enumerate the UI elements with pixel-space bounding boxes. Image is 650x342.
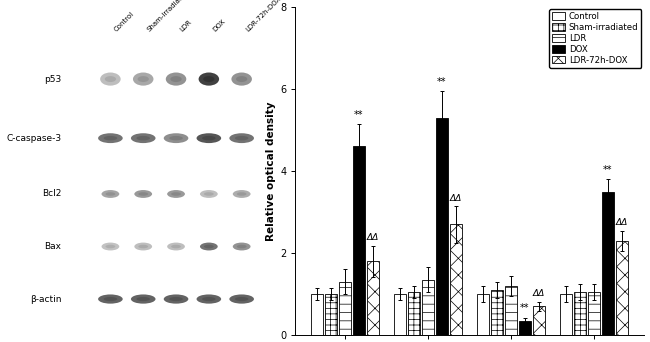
Ellipse shape (164, 133, 188, 143)
Bar (436, 118, 448, 335)
Ellipse shape (101, 242, 120, 250)
Ellipse shape (101, 190, 120, 198)
Ellipse shape (199, 73, 219, 86)
Text: ΔΔ: ΔΔ (367, 233, 379, 242)
Ellipse shape (235, 297, 248, 301)
Bar (505, 286, 517, 335)
Ellipse shape (138, 76, 149, 82)
Ellipse shape (204, 192, 214, 196)
Ellipse shape (164, 294, 188, 304)
Ellipse shape (98, 133, 123, 143)
Bar (616, 241, 628, 335)
Text: ΔΔ: ΔΔ (532, 289, 545, 298)
Bar (532, 306, 545, 335)
Text: **: ** (437, 77, 447, 87)
Ellipse shape (135, 242, 152, 250)
Legend: Control, Sham-irradiated, LDR, DOX, LDR-72h-DOX: Control, Sham-irradiated, LDR, DOX, LDR-… (549, 9, 642, 68)
Ellipse shape (231, 73, 252, 86)
Ellipse shape (237, 245, 246, 248)
Ellipse shape (105, 192, 115, 196)
Ellipse shape (138, 245, 148, 248)
Ellipse shape (167, 242, 185, 250)
Bar (422, 280, 434, 335)
Text: C-caspase-3: C-caspase-3 (6, 134, 61, 143)
Ellipse shape (200, 242, 218, 250)
Ellipse shape (138, 192, 148, 196)
Bar (491, 290, 503, 335)
Ellipse shape (169, 297, 183, 301)
Text: ΔΔ: ΔΔ (616, 218, 628, 227)
Bar (367, 261, 379, 335)
Bar (588, 292, 600, 335)
Ellipse shape (103, 297, 117, 301)
Ellipse shape (131, 133, 155, 143)
Bar (395, 294, 406, 335)
Ellipse shape (171, 192, 181, 196)
Text: **: ** (603, 165, 612, 175)
Ellipse shape (98, 294, 123, 304)
Ellipse shape (200, 190, 218, 198)
Text: Bax: Bax (44, 242, 61, 251)
Ellipse shape (233, 242, 250, 250)
Ellipse shape (105, 245, 115, 248)
Text: p53: p53 (44, 75, 61, 83)
Ellipse shape (196, 133, 221, 143)
Bar (408, 292, 421, 335)
Ellipse shape (202, 136, 216, 140)
Text: Control: Control (113, 11, 135, 33)
Text: LDR-72h-DOX: LDR-72h-DOX (244, 0, 282, 33)
Ellipse shape (203, 76, 214, 82)
Text: Bcl2: Bcl2 (42, 189, 61, 198)
Text: LDR: LDR (179, 19, 193, 33)
Ellipse shape (171, 245, 181, 248)
Ellipse shape (235, 136, 248, 140)
Ellipse shape (204, 245, 214, 248)
Ellipse shape (131, 294, 155, 304)
Bar (311, 294, 324, 335)
Text: ΔΔ: ΔΔ (450, 194, 461, 202)
Bar (560, 294, 573, 335)
Bar (353, 146, 365, 335)
Bar (450, 224, 461, 335)
Text: DOX: DOX (212, 18, 226, 33)
Text: Sham-irradiated: Sham-irradiated (146, 0, 190, 33)
Ellipse shape (229, 294, 254, 304)
Ellipse shape (169, 136, 183, 140)
Ellipse shape (167, 190, 185, 198)
Ellipse shape (166, 73, 187, 86)
Text: β-actin: β-actin (30, 294, 61, 304)
Ellipse shape (136, 297, 150, 301)
Ellipse shape (100, 73, 121, 86)
Ellipse shape (237, 192, 246, 196)
Ellipse shape (196, 294, 221, 304)
Bar (477, 294, 489, 335)
Ellipse shape (202, 297, 216, 301)
Bar (325, 294, 337, 335)
Ellipse shape (170, 76, 182, 82)
Bar (519, 321, 531, 335)
Ellipse shape (105, 76, 116, 82)
Bar (574, 292, 586, 335)
Ellipse shape (133, 73, 153, 86)
Bar (602, 192, 614, 335)
Ellipse shape (233, 190, 250, 198)
Text: **: ** (520, 303, 530, 313)
Text: **: ** (354, 110, 363, 120)
Ellipse shape (103, 136, 117, 140)
Ellipse shape (229, 133, 254, 143)
Ellipse shape (135, 190, 152, 198)
Y-axis label: Relative optical density: Relative optical density (266, 101, 276, 241)
Ellipse shape (136, 136, 150, 140)
Ellipse shape (236, 76, 247, 82)
Bar (339, 282, 351, 335)
